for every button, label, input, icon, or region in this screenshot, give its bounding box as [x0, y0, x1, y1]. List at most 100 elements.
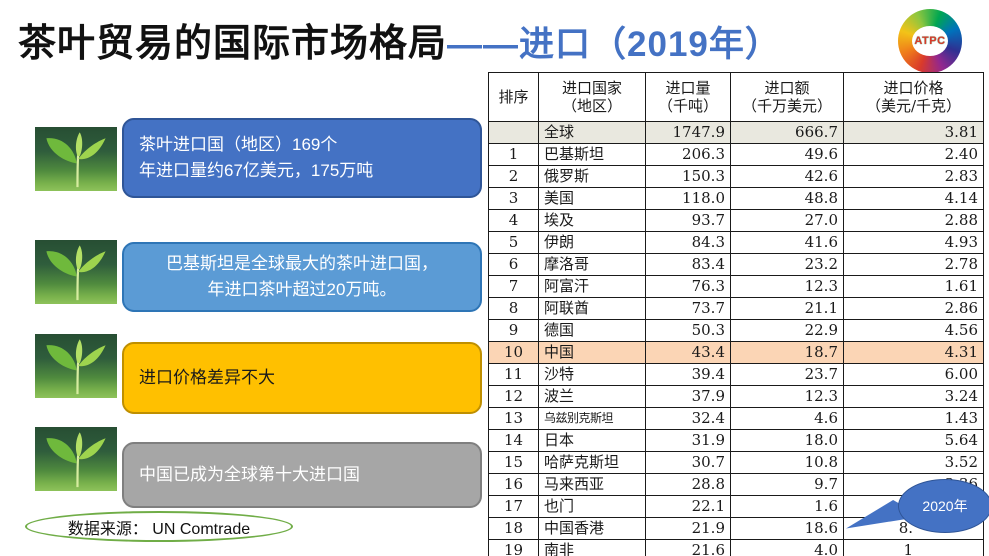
rank-cell: 2 — [488, 165, 539, 188]
price-cell: 5.64 — [843, 429, 984, 452]
qty-cell: 32.4 — [645, 407, 731, 430]
callout-pakistan: 巴基斯坦是全球最大的茶叶进口国， 年进口茶叶超过20万吨。 — [122, 242, 482, 312]
rank-cell: 13 — [488, 407, 539, 430]
rank-cell: 16 — [488, 473, 539, 496]
qty-cell: 31.9 — [645, 429, 731, 452]
import-table-wrap: 排序 进口国家 （地区） 进口量 （千吨） 进口额 （千万美元） 进口价格 （美元/千克） 全球… — [488, 72, 984, 556]
price-cell: 2.40 — [843, 143, 984, 166]
rank-cell: 19 — [488, 539, 539, 556]
country-cell: 中国 — [538, 341, 646, 364]
qty-cell: 83.4 — [645, 253, 731, 276]
rank-cell: 3 — [488, 187, 539, 210]
price-cell: 3.24 — [843, 385, 984, 408]
table-row: 5 伊朗 84.3 41.6 4.93 — [488, 231, 984, 254]
table-body: 全球 1747.9 666.7 3.81 1 巴基斯坦 206.3 49.6 2.40 2 俄罗斯 1… — [488, 121, 984, 556]
country-cell: 也门 — [538, 495, 646, 518]
table-row: 7 阿富汗 76.3 12.3 1.61 — [488, 275, 984, 298]
atpc-logo-icon: ATPC — [898, 9, 962, 73]
rank-cell: 17 — [488, 495, 539, 518]
rank-cell — [488, 121, 539, 144]
qty-cell: 118.0 — [645, 187, 731, 210]
col-header: 进口价格 （美元/千克） — [843, 72, 984, 122]
callout-line: 年进口茶叶超过20万吨。 — [207, 280, 397, 299]
rank-cell: 15 — [488, 451, 539, 474]
col-header: 排序 — [488, 72, 539, 122]
country-cell: 美国 — [538, 187, 646, 210]
table-row: 8 阿联酋 73.7 21.1 2.86 — [488, 297, 984, 320]
rank-cell: 18 — [488, 517, 539, 540]
tea-sprout-icon — [46, 339, 106, 395]
data-source-label: 数据来源： UN Comtrade — [67, 520, 251, 538]
col-header: 进口额 （千万美元） — [730, 72, 844, 122]
header-row: 排序 进口国家 （地区） 进口量 （千吨） 进口额 （千万美元） 进口价格 （美元/千克） — [488, 72, 984, 122]
price-cell: 4.56 — [843, 319, 984, 342]
value-cell: 21.1 — [730, 297, 844, 320]
rank-cell: 4 — [488, 209, 539, 232]
country-cell: 阿富汗 — [538, 275, 646, 298]
qty-cell: 43.4 — [645, 341, 731, 364]
tea-sprout-icon — [46, 245, 106, 301]
qty-cell: 22.1 — [645, 495, 731, 518]
price-cell: 2.83 — [843, 165, 984, 188]
price-cell: 6.00 — [843, 363, 984, 386]
rank-cell: 1 — [488, 143, 539, 166]
tea-sprout-icon — [46, 432, 106, 488]
rank-cell: 5 — [488, 231, 539, 254]
atpc-logo-center: ATPC — [912, 26, 948, 56]
tea-photo-2 — [35, 240, 117, 304]
value-cell: 27.0 — [730, 209, 844, 232]
callout-price: 进口价格差异不大 — [122, 342, 482, 414]
qty-cell: 76.3 — [645, 275, 731, 298]
price-cell: 2.78 — [843, 253, 984, 276]
qty-cell: 1747.9 — [645, 121, 731, 144]
callout-import-overview: 茶叶进口国（地区）169个 年进口量约67亿美元，175万吨 — [122, 118, 482, 198]
country-cell: 德国 — [538, 319, 646, 342]
country-cell: 阿联酋 — [538, 297, 646, 320]
value-cell: 23.2 — [730, 253, 844, 276]
table-row: 10 中国 43.4 18.7 4.31 — [488, 341, 984, 364]
table-row: 18 中国香港 21.9 18.6 8. — [488, 517, 984, 540]
value-cell: 9.7 — [730, 473, 844, 496]
value-cell: 22.9 — [730, 319, 844, 342]
qty-cell: 150.3 — [645, 165, 731, 188]
value-cell: 12.3 — [730, 275, 844, 298]
qty-cell: 37.9 — [645, 385, 731, 408]
rank-cell: 12 — [488, 385, 539, 408]
table-row: 1 巴基斯坦 206.3 49.6 2.40 — [488, 143, 984, 166]
table-row: 2 俄罗斯 150.3 42.6 2.83 — [488, 165, 984, 188]
country-cell: 中国香港 — [538, 517, 646, 540]
country-cell: 波兰 — [538, 385, 646, 408]
price-cell: 4.14 — [843, 187, 984, 210]
table-row: 全球 1747.9 666.7 3.81 — [488, 121, 984, 144]
tea-photo-3 — [35, 334, 117, 398]
table-row: 4 埃及 93.7 27.0 2.88 — [488, 209, 984, 232]
country-cell: 乌兹别克斯坦 — [538, 407, 646, 430]
country-cell: 俄罗斯 — [538, 165, 646, 188]
atpc-logo-text: ATPC — [914, 35, 946, 47]
price-cell: 2.86 — [843, 297, 984, 320]
value-cell: 18.0 — [730, 429, 844, 452]
callout-line: 中国已成为全球第十大进口国 — [139, 465, 360, 484]
callout-line: 茶叶进口国（地区）169个 — [139, 135, 338, 154]
qty-cell: 84.3 — [645, 231, 731, 254]
value-cell: 1.6 — [730, 495, 844, 518]
table-row: 9 德国 50.3 22.9 4.56 — [488, 319, 984, 342]
value-cell: 4.6 — [730, 407, 844, 430]
col-header: 进口量 （千吨） — [645, 72, 731, 122]
qty-cell: 206.3 — [645, 143, 731, 166]
table-row: 12 波兰 37.9 12.3 3.24 — [488, 385, 984, 408]
rank-cell: 8 — [488, 297, 539, 320]
speech-bubble-2020: 2020年 — [898, 479, 989, 533]
rank-cell: 14 — [488, 429, 539, 452]
price-cell: 1.43 — [843, 407, 984, 430]
price-cell: 4.31 — [843, 341, 984, 364]
value-cell: 49.6 — [730, 143, 844, 166]
price-cell: 2.88 — [843, 209, 984, 232]
rank-cell: 7 — [488, 275, 539, 298]
qty-cell: 30.7 — [645, 451, 731, 474]
table-row: 14 日本 31.9 18.0 5.64 — [488, 429, 984, 452]
import-table: 排序 进口国家 （地区） 进口量 （千吨） 进口额 （千万美元） 进口价格 （美元/千克） 全球… — [488, 72, 984, 556]
country-cell: 巴基斯坦 — [538, 143, 646, 166]
tea-sprout-icon — [46, 132, 106, 188]
